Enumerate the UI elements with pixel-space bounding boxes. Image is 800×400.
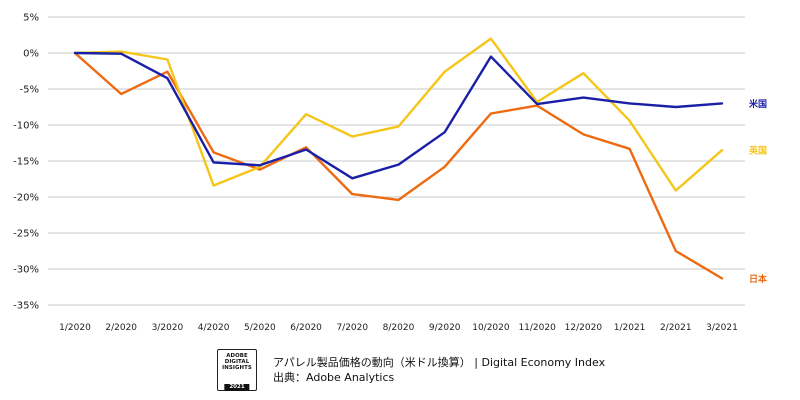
x-tick-label: 12/2020 (565, 323, 603, 333)
x-tick-label: 10/2020 (472, 323, 510, 333)
x-tick-label: 2/2020 (105, 323, 137, 333)
chart-caption: アパレル製品価格の動向（米ドル換算） | Digital Economy Ind… (273, 355, 605, 385)
y-axis-ticks: 5% 0% -5% -10% -15% -20% -25% -30% -35% (13, 13, 39, 312)
caption-title: アパレル製品価格の動向（米ドル換算） | Digital Economy Ind… (273, 356, 606, 369)
y-tick-label: -35% (13, 301, 39, 312)
x-tick-label: 1/2021 (614, 323, 646, 333)
series-line-0 (73, 51, 724, 180)
y-tick-label: -15% (13, 157, 39, 168)
series-lines (73, 37, 724, 280)
x-tick-label: 5/2020 (244, 323, 276, 333)
badge-line-2: DIGITAL (224, 359, 250, 365)
y-tick-label: -10% (13, 121, 39, 132)
x-tick-label: 3/2021 (706, 323, 738, 333)
line-chart: 5% 0% -5% -10% -15% -20% -25% -30% -35% 1/2020 2/… (13, 13, 768, 334)
series-label-0: 米国 (748, 98, 767, 110)
x-tick-label: 7/2020 (336, 323, 368, 333)
x-tick-label: 6/2020 (290, 323, 322, 333)
x-tick-label: 1/2020 (59, 323, 91, 333)
badge-year: 2021 (224, 384, 250, 391)
x-tick-label: 9/2020 (429, 323, 461, 333)
badge-line-3: INSIGHTS (222, 365, 252, 371)
adobe-digital-insights-badge: ADOBE DIGITAL INSIGHTS 2021 (217, 349, 257, 391)
y-tick-label: -25% (13, 229, 39, 240)
series-label-1: 英国 (748, 145, 767, 157)
series-line-1 (73, 37, 724, 192)
x-tick-label: 2/2021 (660, 323, 692, 333)
series-label-2: 日本 (749, 273, 768, 285)
x-tick-label: 4/2020 (198, 323, 230, 333)
y-tick-label: -20% (13, 193, 39, 204)
x-axis-ticks: 1/2020 2/2020 3/2020 4/2020 5/2020 6/2020 7/20… (59, 323, 738, 333)
x-tick-label: 3/2020 (152, 323, 184, 333)
chart-footer: ADOBE DIGITAL INSIGHTS 2021 アパレル製品価格の動向（… (217, 348, 605, 392)
x-tick-label: 8/2020 (383, 323, 415, 333)
y-tick-label: 0% (23, 49, 39, 60)
x-tick-label: 11/2020 (518, 323, 556, 333)
y-tick-label: -30% (13, 265, 39, 276)
gridlines (48, 16, 745, 306)
caption-source: 出典：Adobe Analytics (273, 371, 395, 384)
badge-line-1: ADOBE (226, 353, 248, 359)
y-tick-label: 5% (23, 13, 39, 24)
y-tick-label: -5% (20, 85, 39, 96)
